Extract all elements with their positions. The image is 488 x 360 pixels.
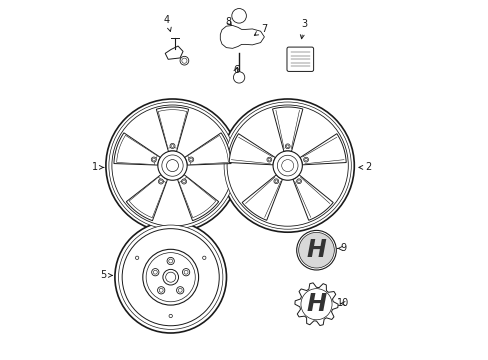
Circle shape (181, 179, 186, 184)
Circle shape (286, 145, 288, 148)
Circle shape (182, 269, 189, 276)
Polygon shape (117, 135, 157, 165)
Circle shape (109, 102, 236, 229)
Circle shape (189, 158, 192, 161)
Polygon shape (242, 175, 282, 220)
Circle shape (188, 157, 193, 162)
Circle shape (142, 249, 198, 305)
Polygon shape (177, 175, 218, 221)
Text: 5: 5 (100, 270, 112, 280)
Text: 7: 7 (254, 24, 266, 35)
Polygon shape (294, 283, 337, 325)
Text: H: H (306, 292, 326, 316)
Polygon shape (299, 134, 346, 165)
Circle shape (162, 155, 183, 176)
Circle shape (182, 180, 185, 183)
FancyBboxPatch shape (286, 47, 313, 71)
Circle shape (118, 225, 223, 329)
Polygon shape (229, 134, 275, 165)
Text: 1: 1 (92, 162, 103, 172)
Circle shape (158, 151, 187, 180)
Circle shape (267, 158, 270, 161)
Circle shape (272, 151, 302, 180)
Circle shape (106, 99, 239, 232)
Circle shape (281, 159, 293, 172)
Polygon shape (184, 133, 231, 165)
Circle shape (112, 105, 233, 226)
Circle shape (304, 158, 307, 161)
Circle shape (297, 180, 300, 183)
Circle shape (226, 105, 347, 226)
Circle shape (169, 314, 172, 318)
Circle shape (273, 179, 278, 184)
Text: H: H (306, 238, 325, 262)
Circle shape (157, 287, 164, 294)
Circle shape (167, 257, 174, 265)
Circle shape (165, 272, 175, 282)
Circle shape (300, 289, 331, 320)
Polygon shape (129, 177, 165, 218)
Text: 2: 2 (358, 162, 371, 172)
Circle shape (152, 158, 155, 161)
Circle shape (274, 180, 277, 183)
Circle shape (115, 221, 226, 333)
Text: 3: 3 (300, 19, 306, 39)
Text: 10: 10 (337, 298, 349, 309)
Circle shape (233, 72, 244, 83)
Circle shape (158, 179, 163, 184)
Circle shape (296, 230, 336, 270)
Circle shape (170, 143, 175, 148)
Text: 4: 4 (163, 15, 171, 31)
Circle shape (303, 157, 308, 162)
Circle shape (159, 180, 162, 183)
Polygon shape (156, 107, 188, 152)
Text: 6: 6 (233, 65, 239, 75)
Circle shape (151, 157, 156, 162)
Circle shape (151, 269, 159, 276)
Circle shape (182, 58, 186, 63)
Polygon shape (165, 46, 183, 59)
Polygon shape (126, 175, 167, 221)
Circle shape (153, 270, 157, 274)
Circle shape (178, 288, 182, 292)
Circle shape (166, 159, 178, 172)
Circle shape (180, 57, 188, 65)
Circle shape (285, 144, 289, 149)
Polygon shape (272, 107, 302, 152)
Circle shape (135, 256, 139, 260)
Circle shape (231, 9, 246, 23)
Circle shape (168, 259, 172, 263)
Circle shape (163, 269, 178, 285)
Circle shape (202, 256, 205, 260)
Polygon shape (187, 135, 228, 165)
Circle shape (171, 144, 174, 147)
Text: 8: 8 (225, 17, 231, 27)
Circle shape (122, 229, 219, 326)
Circle shape (176, 287, 183, 294)
Polygon shape (220, 26, 264, 48)
Circle shape (146, 253, 195, 302)
Circle shape (159, 288, 163, 292)
Circle shape (266, 157, 271, 162)
Polygon shape (158, 110, 186, 148)
Circle shape (296, 179, 301, 184)
Text: 9: 9 (337, 243, 346, 253)
Polygon shape (292, 175, 332, 220)
Polygon shape (179, 177, 215, 218)
Circle shape (298, 233, 334, 268)
Circle shape (184, 270, 188, 274)
Circle shape (221, 99, 354, 232)
Polygon shape (114, 133, 160, 165)
Circle shape (224, 102, 350, 229)
Circle shape (277, 155, 297, 176)
